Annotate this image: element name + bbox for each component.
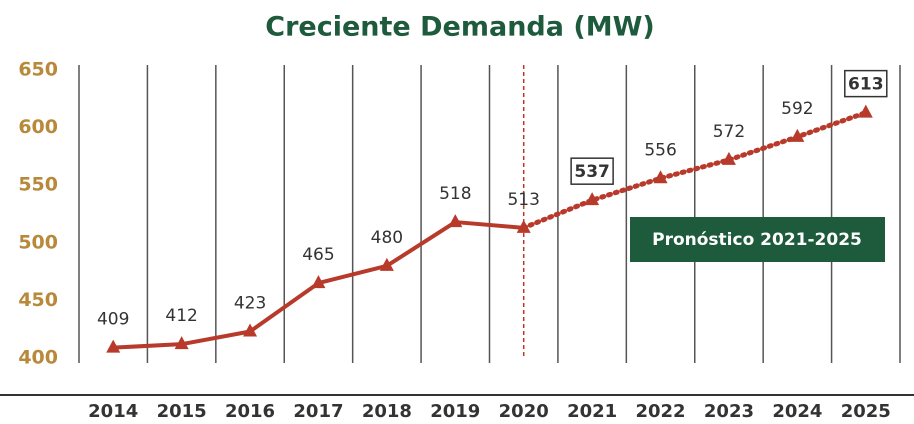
y-tick-label: 450 xyxy=(18,289,58,311)
label-box xyxy=(844,69,888,98)
data-label: 465 xyxy=(302,245,334,265)
data-label: 412 xyxy=(165,306,197,326)
marker xyxy=(858,104,873,118)
x-tick-label: 2020 xyxy=(499,401,549,422)
y-tick-label: 500 xyxy=(18,231,58,253)
data-label: 513 xyxy=(507,190,539,210)
marker xyxy=(379,257,394,271)
marker xyxy=(585,192,600,206)
label-box xyxy=(570,157,614,185)
x-tick-label: 2018 xyxy=(362,401,412,422)
data-label: 572 xyxy=(713,122,745,142)
data-label: 556 xyxy=(644,140,676,160)
data-label: 592 xyxy=(781,99,813,119)
x-tick-label: 2023 xyxy=(704,401,754,422)
x-tick-label: 2022 xyxy=(635,401,685,422)
y-tick-label: 400 xyxy=(18,347,58,369)
x-tick-label: 2025 xyxy=(841,401,891,422)
chart-title: Creciente Demanda (MW) xyxy=(265,12,654,43)
y-tick-label: 550 xyxy=(18,174,58,196)
x-tick-label: 2017 xyxy=(293,401,343,422)
data-label: 613 xyxy=(848,75,884,95)
marker xyxy=(448,214,463,228)
annotation-box xyxy=(630,217,885,262)
marker xyxy=(311,275,326,289)
forecast-line xyxy=(521,110,869,231)
data-label: 518 xyxy=(439,184,471,204)
marker xyxy=(790,128,805,142)
marker xyxy=(174,336,189,350)
marker xyxy=(653,170,668,184)
data-label: 480 xyxy=(371,228,403,248)
x-tick-label: 2019 xyxy=(430,401,480,422)
x-tick-label: 2024 xyxy=(772,401,822,422)
annotation: Pronóstico 2021-2025 xyxy=(652,230,862,250)
data-label: 423 xyxy=(234,294,266,314)
x-tick-label: 2016 xyxy=(225,401,275,422)
marker xyxy=(516,219,531,233)
marker xyxy=(243,323,258,337)
x-tick-label: 2014 xyxy=(88,401,138,422)
x-tick-label: 2015 xyxy=(157,401,207,422)
data-label: 409 xyxy=(97,310,129,330)
x-tick-label: 2021 xyxy=(567,401,617,422)
y-tick-label: 650 xyxy=(18,59,58,81)
y-tick-label: 600 xyxy=(18,116,58,138)
data-label: 537 xyxy=(574,162,610,182)
marker xyxy=(106,339,121,353)
marker xyxy=(721,151,736,165)
